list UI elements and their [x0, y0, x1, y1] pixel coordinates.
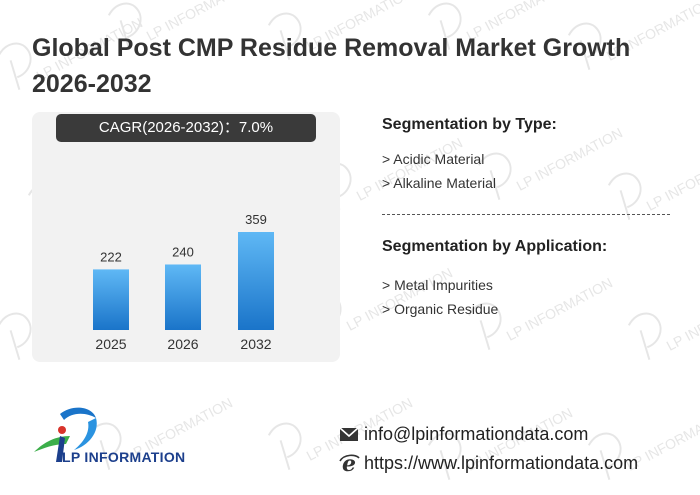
- cagr-badge: CAGR(2026-2032)：7.0%: [56, 114, 316, 142]
- bar-2026: [165, 264, 201, 330]
- bar-chart: 222 2025 240 2026 359 2032: [93, 212, 274, 352]
- category-label-2026: 2026: [167, 336, 198, 352]
- category-label-2025: 2025: [95, 336, 126, 352]
- application-item-metal: > Metal Impurities: [382, 277, 493, 293]
- value-label-2025: 222: [100, 249, 122, 264]
- type-item-alkaline: > Alkaline Material: [382, 175, 497, 191]
- envelope-icon: [339, 427, 359, 441]
- value-label-2032: 359: [245, 212, 267, 227]
- segmentation-by-application: Segmentation by Application: > Metal Imp…: [382, 237, 682, 321]
- lp-logo-icon: [34, 407, 97, 462]
- type-item-acidic: > Acidic Material: [382, 151, 485, 167]
- segmentation-by-type: Segmentation by Type: > Acidic Material …: [382, 115, 682, 195]
- bar-2025: [93, 269, 129, 330]
- value-label-2026: 240: [172, 244, 194, 259]
- contact-website: e https://www.lpinformationdata.com: [338, 452, 638, 474]
- contact-email: info@lpinformationdata.com: [338, 423, 588, 445]
- segmentation-type-title: Segmentation by Type:: [382, 116, 557, 133]
- bar-2032: [238, 232, 274, 330]
- category-label-2032: 2032: [240, 336, 271, 352]
- email-text[interactable]: info@lpinformationdata.com: [364, 423, 589, 444]
- logo-text: LP INFORMATION: [62, 449, 186, 465]
- page-title: Global Post CMP Residue Removal Market G…: [32, 34, 631, 98]
- svg-text:e: e: [342, 452, 356, 474]
- section-divider: [382, 214, 670, 215]
- ie-browser-icon: e: [339, 452, 360, 474]
- application-item-organic: > Organic Residue: [382, 301, 499, 317]
- website-text[interactable]: https://www.lpinformationdata.com: [364, 452, 639, 473]
- segmentation-application-title: Segmentation by Application:: [382, 238, 608, 255]
